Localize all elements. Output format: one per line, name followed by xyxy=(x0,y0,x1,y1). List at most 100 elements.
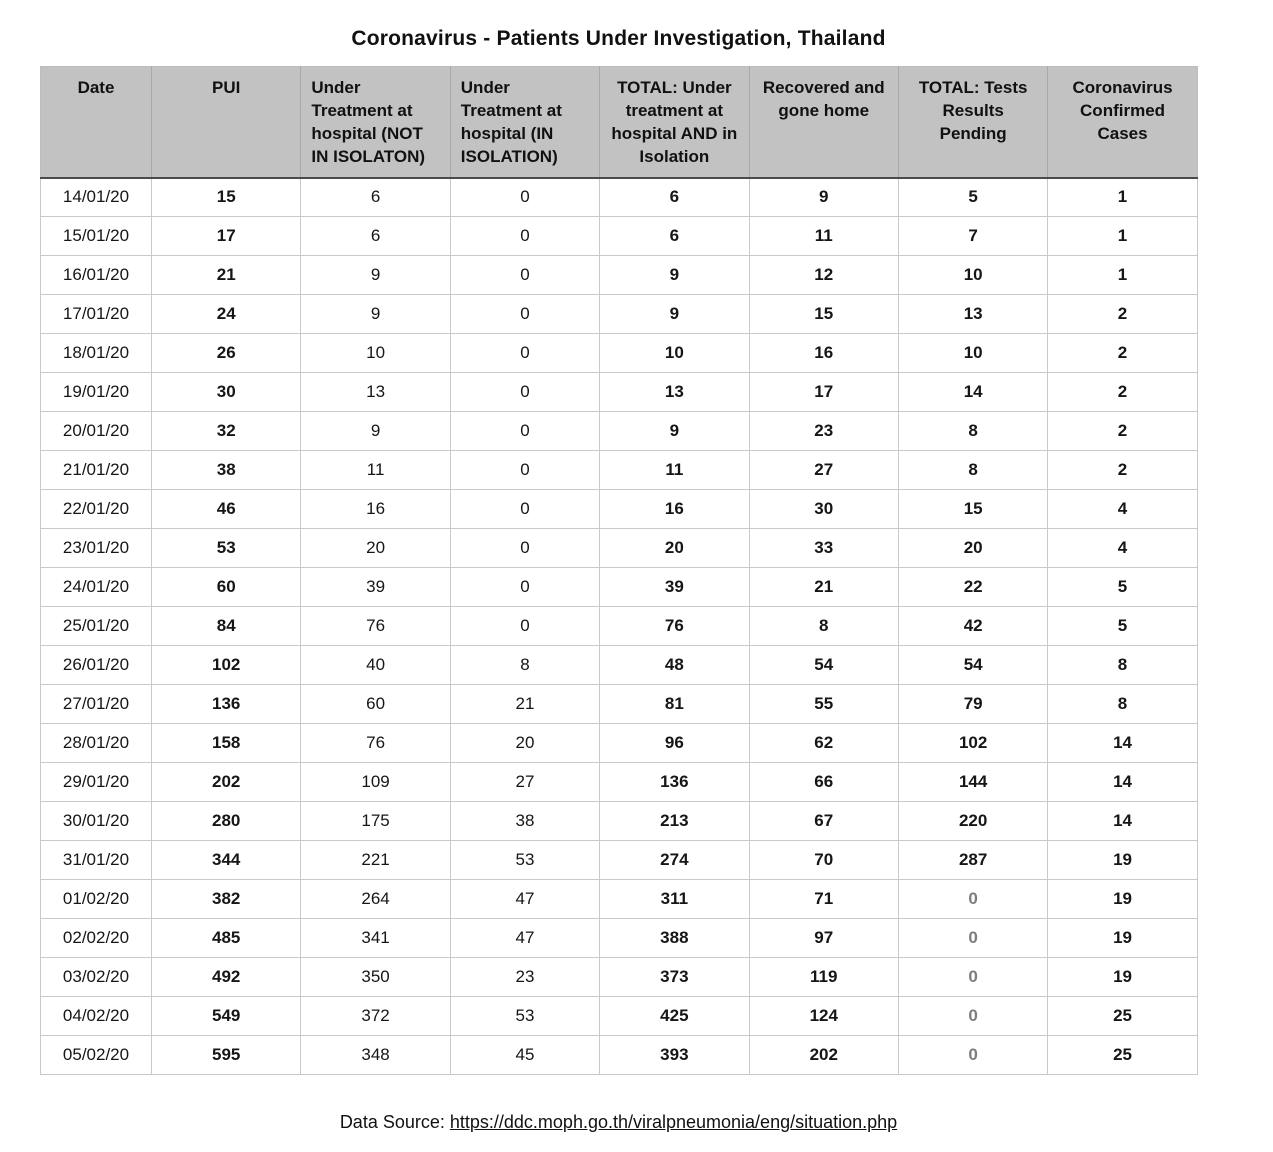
cell-total_under_treatment: 213 xyxy=(599,801,750,841)
cell-recovered_gone_home: 119 xyxy=(748,957,899,997)
cell-under_treatment_not_isolation: 175 xyxy=(300,801,451,841)
cell-date: 30/01/20 xyxy=(40,801,152,841)
cell-under_treatment_not_isolation: 60 xyxy=(300,684,451,724)
cell-confirmed_cases: 8 xyxy=(1047,645,1198,685)
cell-under_treatment_isolation: 0 xyxy=(449,372,601,412)
cell-confirmed_cases: 1 xyxy=(1047,216,1198,256)
table-header: Date PUI Under Treatment at hospital (NOT … xyxy=(40,66,1198,179)
cell-date: 22/01/20 xyxy=(40,489,152,529)
cell-total_under_treatment: 76 xyxy=(599,606,750,646)
cell-total_under_treatment: 9 xyxy=(599,255,750,295)
cell-date: 16/01/20 xyxy=(40,255,152,295)
cell-under_treatment_isolation: 0 xyxy=(449,528,601,568)
cell-tests_pending: 144 xyxy=(897,762,1049,802)
cell-total_under_treatment: 16 xyxy=(599,489,750,529)
table-row: 01/02/20 382 264 47 311 71 0 19 xyxy=(40,879,1198,919)
cell-date: 02/02/20 xyxy=(40,918,152,958)
cell-tests_pending: 102 xyxy=(897,723,1049,763)
column-header-under_treatment_not_isolation: Under Treatment at hospital (NOT IN ISOL… xyxy=(300,66,451,179)
cell-recovered_gone_home: 55 xyxy=(748,684,899,724)
table-row: 02/02/20 485 341 47 388 97 0 19 xyxy=(40,918,1198,958)
cell-confirmed_cases: 1 xyxy=(1047,255,1198,295)
cell-total_under_treatment: 10 xyxy=(599,333,750,373)
cell-confirmed_cases: 1 xyxy=(1047,177,1198,217)
cell-pui: 202 xyxy=(150,762,302,802)
cell-pui: 15 xyxy=(150,177,302,217)
cell-confirmed_cases: 5 xyxy=(1047,567,1198,607)
page: Coronavirus - Patients Under Investigati… xyxy=(40,0,1198,1133)
cell-under_treatment_not_isolation: 9 xyxy=(300,411,451,451)
cell-under_treatment_not_isolation: 264 xyxy=(300,879,451,919)
cell-pui: 280 xyxy=(150,801,302,841)
cell-pui: 17 xyxy=(150,216,302,256)
cell-date: 18/01/20 xyxy=(40,333,152,373)
cell-under_treatment_isolation: 0 xyxy=(449,606,601,646)
cell-confirmed_cases: 5 xyxy=(1047,606,1198,646)
column-header-confirmed_cases: Coronavirus Confirmed Cases xyxy=(1047,66,1198,179)
table-row: 23/01/20 53 20 0 20 33 20 4 xyxy=(40,528,1198,568)
cell-total_under_treatment: 6 xyxy=(599,216,750,256)
table-row: 16/01/20 21 9 0 9 12 10 1 xyxy=(40,255,1198,295)
cell-total_under_treatment: 136 xyxy=(599,762,750,802)
table-row: 22/01/20 46 16 0 16 30 15 4 xyxy=(40,489,1198,529)
cell-pui: 84 xyxy=(150,606,302,646)
cell-date: 24/01/20 xyxy=(40,567,152,607)
cell-tests_pending: 8 xyxy=(897,450,1049,490)
column-header-pui: PUI xyxy=(150,66,302,179)
cell-recovered_gone_home: 23 xyxy=(748,411,899,451)
cell-confirmed_cases: 2 xyxy=(1047,294,1198,334)
cell-under_treatment_isolation: 0 xyxy=(449,294,601,334)
pui-table: Date PUI Under Treatment at hospital (NOT … xyxy=(40,66,1198,1075)
table-row: 29/01/20 202 109 27 136 66 144 14 xyxy=(40,762,1198,802)
cell-tests_pending: 0 xyxy=(897,1035,1049,1075)
cell-pui: 485 xyxy=(150,918,302,958)
cell-date: 25/01/20 xyxy=(40,606,152,646)
cell-date: 01/02/20 xyxy=(40,879,152,919)
table-row: 04/02/20 549 372 53 425 124 0 25 xyxy=(40,996,1198,1036)
cell-under_treatment_isolation: 0 xyxy=(449,333,601,373)
data-source: Data Source: https://ddc.moph.go.th/vira… xyxy=(40,1112,1197,1133)
cell-under_treatment_isolation: 21 xyxy=(449,684,601,724)
cell-total_under_treatment: 388 xyxy=(599,918,750,958)
cell-under_treatment_not_isolation: 341 xyxy=(300,918,451,958)
cell-tests_pending: 22 xyxy=(897,567,1049,607)
cell-tests_pending: 79 xyxy=(897,684,1049,724)
cell-under_treatment_not_isolation: 39 xyxy=(300,567,451,607)
cell-recovered_gone_home: 11 xyxy=(748,216,899,256)
cell-recovered_gone_home: 71 xyxy=(748,879,899,919)
cell-recovered_gone_home: 17 xyxy=(748,372,899,412)
cell-date: 04/02/20 xyxy=(40,996,152,1036)
cell-under_treatment_not_isolation: 13 xyxy=(300,372,451,412)
cell-under_treatment_not_isolation: 372 xyxy=(300,996,451,1036)
cell-under_treatment_isolation: 0 xyxy=(449,489,601,529)
cell-total_under_treatment: 11 xyxy=(599,450,750,490)
cell-under_treatment_isolation: 0 xyxy=(449,216,601,256)
cell-tests_pending: 0 xyxy=(897,918,1049,958)
cell-date: 15/01/20 xyxy=(40,216,152,256)
cell-recovered_gone_home: 27 xyxy=(748,450,899,490)
cell-tests_pending: 42 xyxy=(897,606,1049,646)
column-header-total_under_treatment: TOTAL: Under treatment at hospital AND i… xyxy=(599,66,750,179)
data-source-link[interactable]: https://ddc.moph.go.th/viralpneumonia/en… xyxy=(449,1112,898,1132)
cell-date: 29/01/20 xyxy=(40,762,152,802)
cell-recovered_gone_home: 21 xyxy=(748,567,899,607)
table-row: 05/02/20 595 348 45 393 202 0 25 xyxy=(40,1035,1198,1075)
cell-tests_pending: 20 xyxy=(897,528,1049,568)
cell-under_treatment_isolation: 45 xyxy=(449,1035,601,1075)
cell-under_treatment_isolation: 0 xyxy=(449,177,601,217)
cell-tests_pending: 10 xyxy=(897,255,1049,295)
cell-pui: 30 xyxy=(150,372,302,412)
table-row: 19/01/20 30 13 0 13 17 14 2 xyxy=(40,372,1198,412)
cell-recovered_gone_home: 70 xyxy=(748,840,899,880)
table-row: 26/01/20 102 40 8 48 54 54 8 xyxy=(40,645,1198,685)
cell-under_treatment_isolation: 8 xyxy=(449,645,601,685)
cell-under_treatment_not_isolation: 6 xyxy=(300,177,451,217)
cell-pui: 382 xyxy=(150,879,302,919)
cell-under_treatment_isolation: 27 xyxy=(449,762,601,802)
cell-recovered_gone_home: 8 xyxy=(748,606,899,646)
cell-pui: 21 xyxy=(150,255,302,295)
cell-date: 21/01/20 xyxy=(40,450,152,490)
cell-confirmed_cases: 2 xyxy=(1047,333,1198,373)
table-row: 15/01/20 17 6 0 6 11 7 1 xyxy=(40,216,1198,256)
cell-tests_pending: 0 xyxy=(897,957,1049,997)
